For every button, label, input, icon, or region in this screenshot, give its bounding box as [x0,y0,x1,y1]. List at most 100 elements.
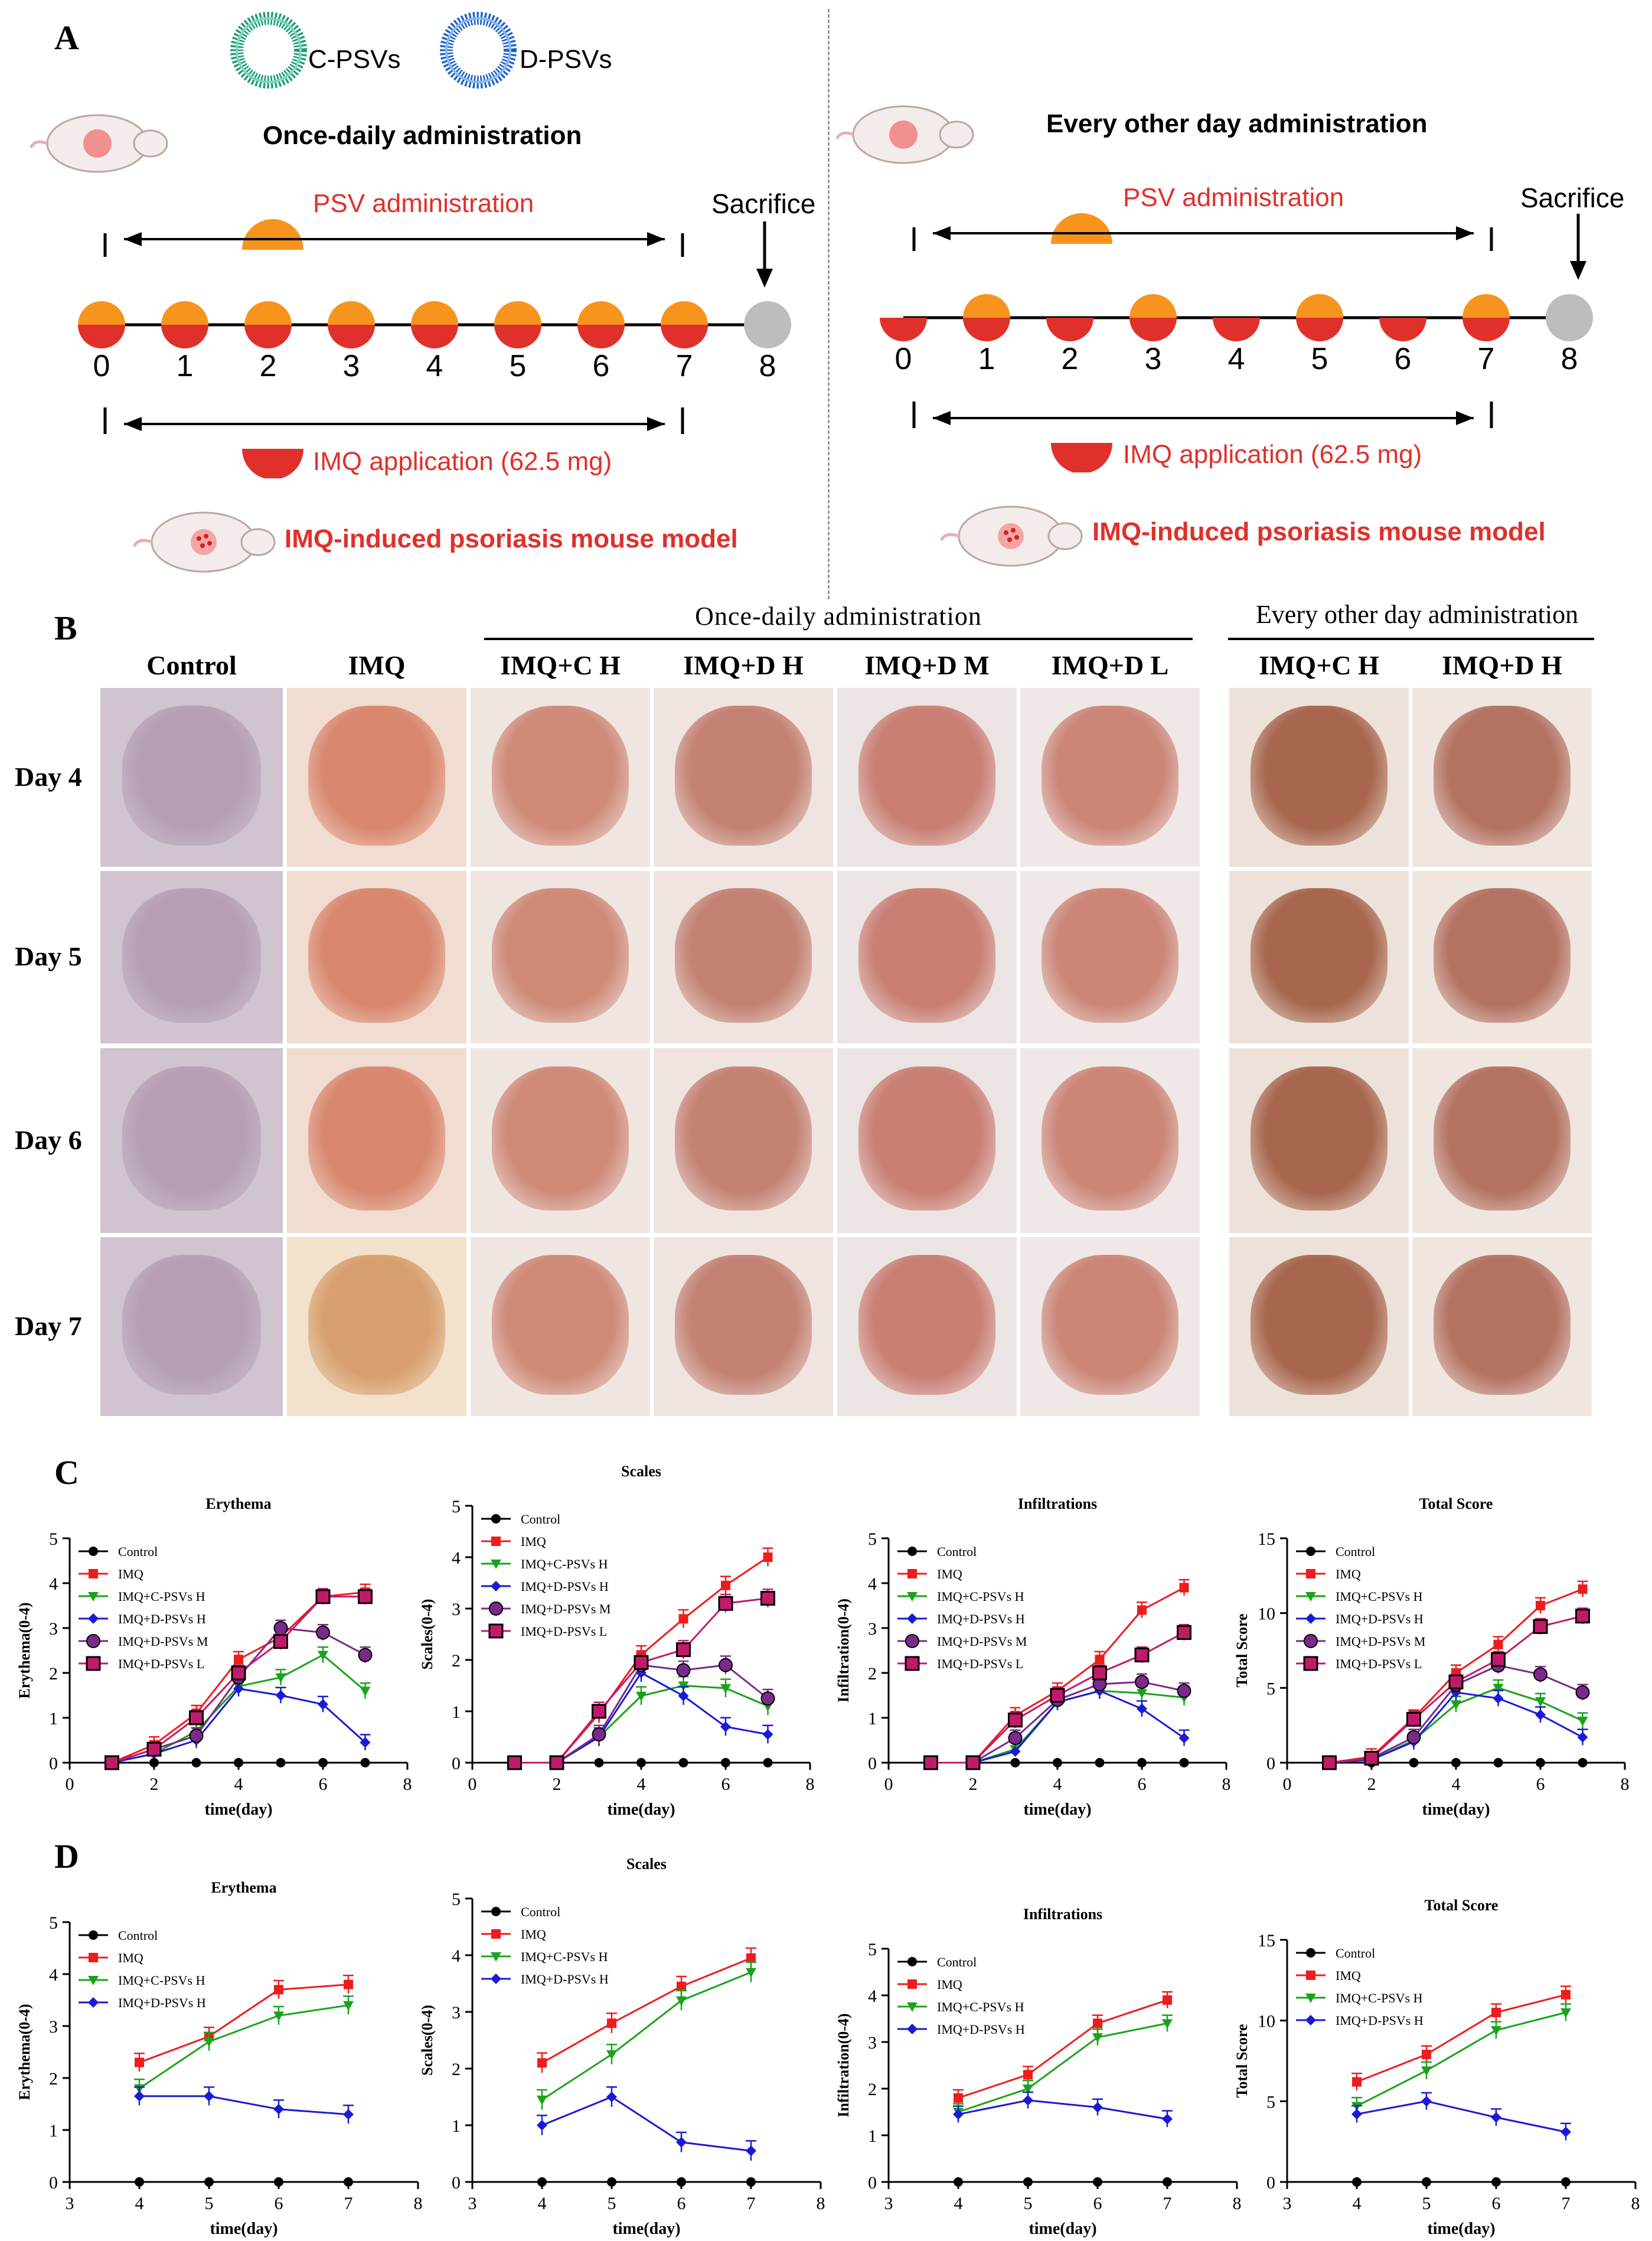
lesion-area [858,1255,995,1395]
data-point [189,1710,204,1725]
c-psv-vesicle-icon [230,12,307,89]
lesion-area [675,706,812,846]
data-point [1535,1709,1546,1720]
left-schematic-title: Once-daily administration [263,121,582,150]
x-tick-label: 8 [1621,1774,1630,1794]
data-point [1533,1667,1547,1682]
x-tick-label: 4 [1053,1774,1062,1794]
data-point [135,2177,144,2187]
legend-label: Control [521,1904,560,1919]
chart-C-infiltrations: Infiltrations 0 1 2 3 4 5 0 2 4 6 8 time(day) Infiltr… [835,1495,1231,1819]
legend-marker [86,1634,100,1648]
legend-marker [488,1623,504,1639]
y-tick-label: 5 [49,1529,58,1549]
left-model-label: IMQ-induced psoriasis mouse model [285,524,738,553]
data-point [1451,1758,1461,1767]
data-point [273,2103,284,2115]
timeline-dot-day-2 [1046,318,1093,341]
photo-day4-col1 [287,688,466,867]
data-point [677,1981,686,1991]
x-tick-label: 8 [1222,1774,1231,1794]
day-label-6: 6 [1394,342,1412,376]
column-header-6: IMQ+C H [1259,650,1379,680]
data-point [1351,2109,1362,2120]
x-axis-label: time(day) [1029,2220,1096,2238]
data-point [1095,1655,1105,1665]
data-point [360,1758,370,1767]
x-tick-label: 4 [1452,1774,1461,1794]
left-imq-label: IMQ application (62.5 mg) [313,447,612,476]
row-header-0: Day 4 [15,761,82,792]
x-tick-label: 2 [1367,1774,1376,1794]
data-point [1422,2177,1431,2187]
data-point [1364,1750,1379,1766]
legend-marker [491,1973,501,1984]
mouse-icon-top-left [30,114,168,173]
data-point [1493,1639,1503,1649]
x-tick-label: 4 [1353,2194,1362,2213]
lesion-area [1251,1255,1387,1395]
y-tick-label: 2 [49,2069,58,2089]
data-point [274,1985,283,1995]
right-imq-arrow [912,402,1493,472]
y-tick-label: 1 [868,2126,877,2146]
legend-marker [491,1514,501,1524]
data-point [634,1655,649,1670]
data-point [760,1591,775,1606]
day-label-0: 0 [894,342,912,376]
d-psv-legend: D-PSVs [520,45,612,74]
data-point [1406,1730,1421,1744]
x-tick-label: 8 [806,1774,815,1794]
series-line-imq-c-psvs-h [1356,2011,1566,2107]
data-point [1177,1684,1191,1698]
data-point [721,1758,730,1767]
legend-marker [491,1907,501,1916]
timeline-dot-day-4 [1213,318,1260,341]
x-axis-label: time(day) [204,1800,272,1819]
legend-marker [491,1952,501,1962]
panel-c-letter: C [54,1453,79,1492]
lesion-area [1251,1066,1387,1211]
legend-marker [1304,1634,1318,1648]
right-model-label: IMQ-induced psoriasis mouse model [1092,517,1546,546]
day-label-3: 3 [1144,342,1162,376]
x-tick-label: 6 [275,2194,283,2213]
x-tick-label: 7 [1163,2194,1172,2213]
data-point [1023,2070,1033,2080]
data-point [360,1687,371,1697]
data-point [191,1758,201,1767]
data-point [1093,2177,1102,2187]
x-tick-label: 2 [553,1774,561,1794]
timeline-dot-day-1 [161,301,208,348]
legend-label: IMQ+D-PSVs H [937,1612,1025,1626]
data-point [1134,1648,1150,1663]
lesion-area [122,1255,261,1395]
mouse-icon-top-right [835,105,974,164]
lesion-area [858,706,995,846]
legend-marker [88,1592,99,1601]
x-tick-label: 4 [135,2194,144,2213]
photo-day4-col7 [1412,688,1592,867]
x-tick-label: 2 [150,1774,159,1794]
right-sacrifice-label: Sacrifice [1520,182,1625,213]
y-tick-label: 3 [868,1619,877,1639]
left-timeline [78,301,791,348]
timeline-dot-day-1 [963,294,1010,341]
data-point [343,2001,354,2011]
legend-marker [491,1929,501,1939]
data-point [358,1648,373,1662]
chart-D-infiltrations: Infiltrations 0 1 2 3 4 5 3 4 5 6 7 8 time(day) Infilt… [835,1906,1242,2238]
x-tick-label: 0 [66,1774,74,1794]
x-tick-label: 2 [969,1774,978,1794]
series-line-imq [958,1999,1168,2099]
y-tick-label: 2 [452,1651,461,1671]
data-point [537,2120,547,2131]
data-point [273,1634,288,1649]
legend-label: IMQ [118,1567,143,1581]
lesion-area [1434,1066,1571,1211]
legend-marker [88,1997,99,2008]
data-point [204,2177,214,2187]
y-tick-label: 0 [868,2173,877,2193]
data-point [507,1755,522,1770]
lesion-area [122,888,261,1023]
